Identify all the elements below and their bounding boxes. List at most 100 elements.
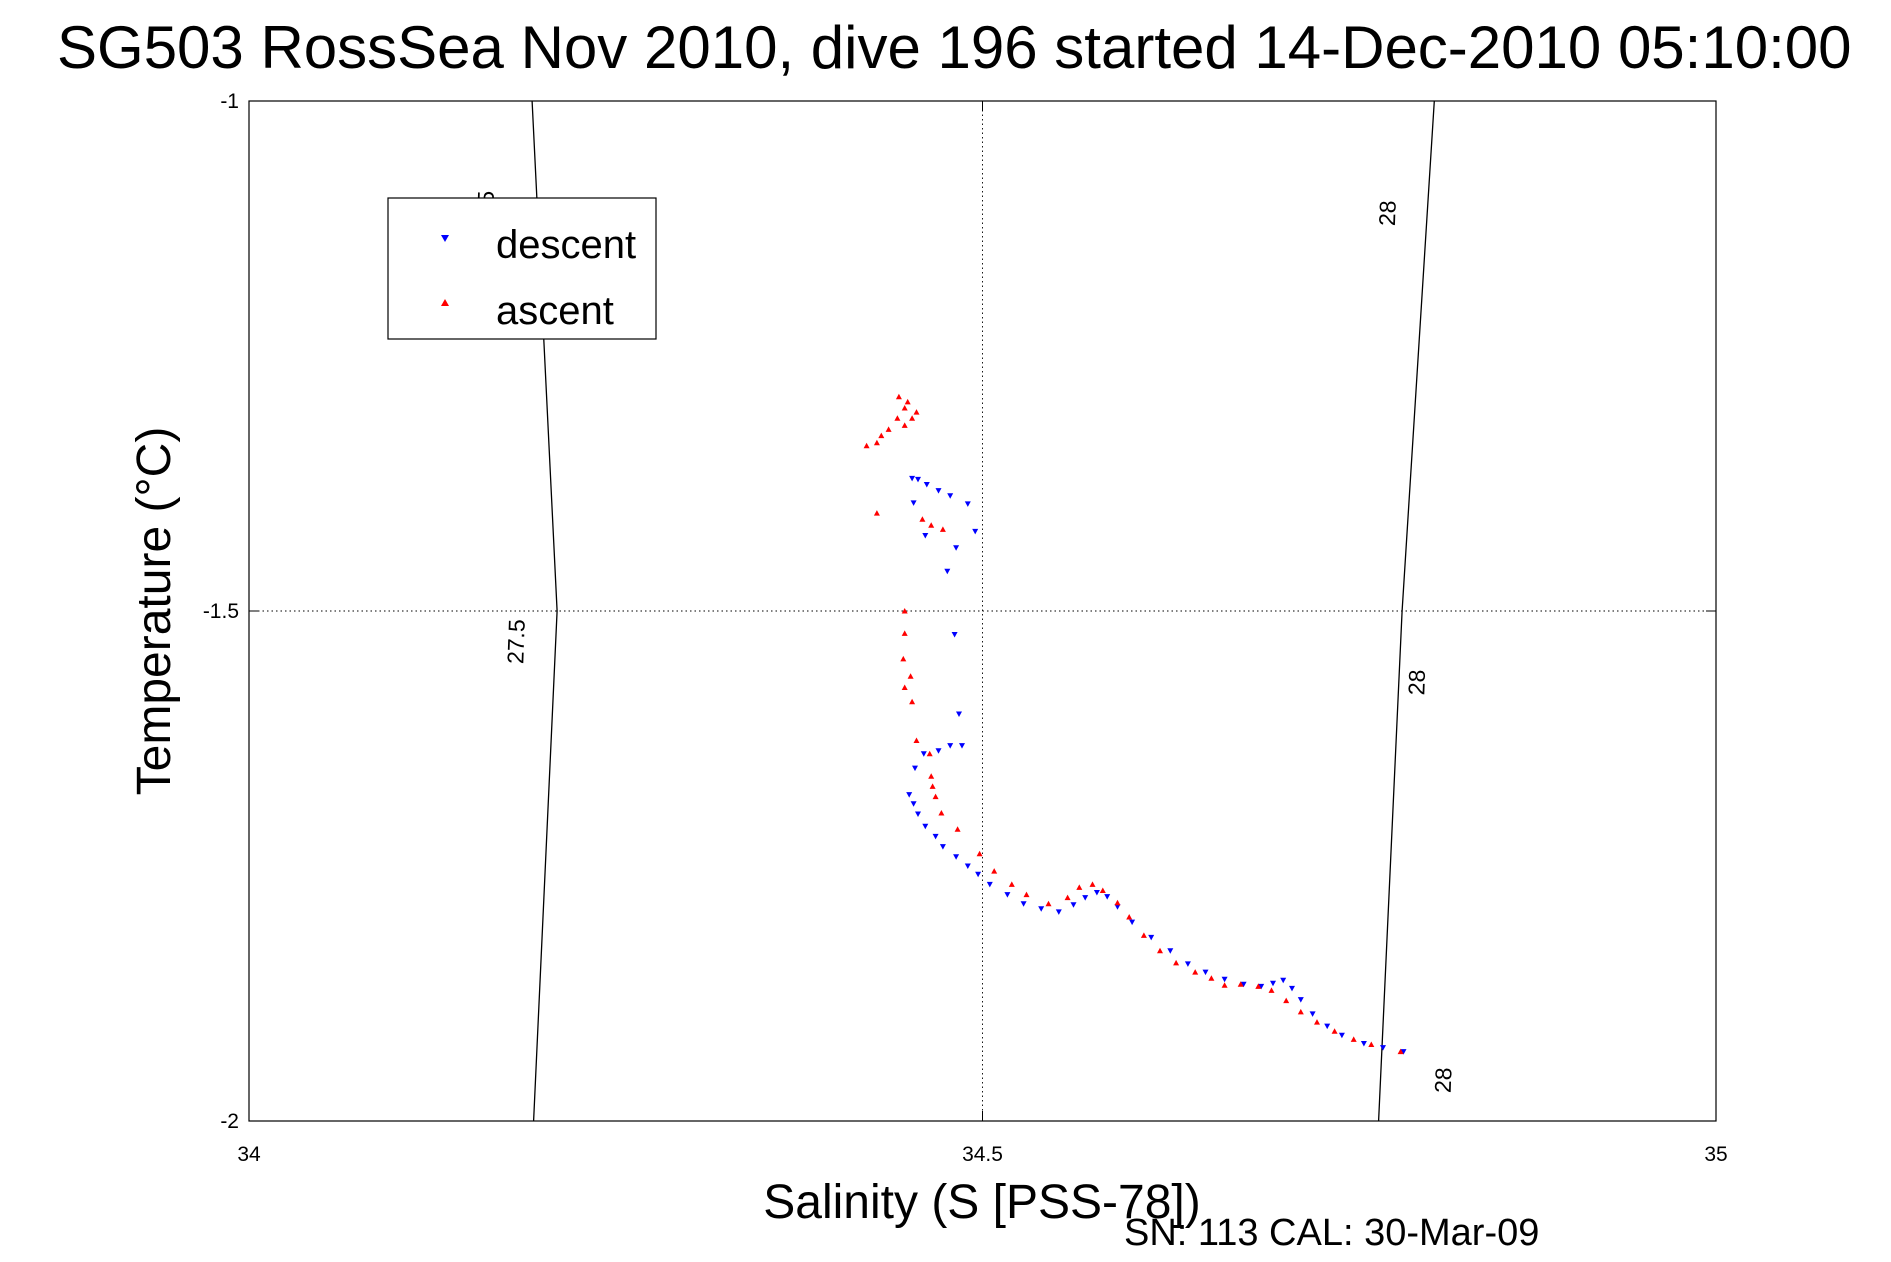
ascent-point bbox=[901, 422, 908, 428]
descent-point bbox=[1038, 906, 1045, 912]
ascent-point bbox=[901, 630, 908, 636]
ascent-point bbox=[1173, 959, 1180, 966]
descent-point bbox=[909, 475, 916, 482]
ascent-point bbox=[895, 393, 902, 400]
ascent-point bbox=[1140, 932, 1147, 938]
descent-point bbox=[912, 765, 918, 772]
ascent-point bbox=[1045, 900, 1052, 907]
ascent-point bbox=[929, 783, 936, 789]
ascent-point bbox=[926, 750, 933, 757]
ascent-point bbox=[932, 793, 939, 800]
ascent-point bbox=[1099, 887, 1106, 893]
descent-point bbox=[1240, 981, 1247, 988]
descent-point bbox=[1297, 997, 1304, 1003]
ascent-point bbox=[1283, 997, 1290, 1004]
x-axis-label: Salinity (S [PSS-78]) bbox=[763, 1176, 1200, 1229]
descent-point bbox=[964, 501, 971, 507]
x-tick-label-0: 34 bbox=[237, 1143, 261, 1166]
ascent-point bbox=[1237, 981, 1244, 987]
descent-point bbox=[920, 751, 927, 757]
ascent-point bbox=[901, 684, 908, 690]
ascent-point bbox=[1192, 969, 1199, 975]
isopycnal-label-bg bbox=[1432, 1054, 1455, 1107]
ascent-point bbox=[1350, 1036, 1357, 1042]
x-tick-label-1: 34.5 bbox=[962, 1143, 1003, 1166]
descent-point bbox=[906, 792, 913, 798]
descent-point bbox=[1167, 948, 1174, 954]
descent-point bbox=[956, 711, 962, 717]
descent-point bbox=[1400, 1049, 1407, 1055]
isopycnal-label-1-0: 28 bbox=[1374, 200, 1401, 226]
descent-point bbox=[1093, 890, 1100, 896]
series-descent bbox=[906, 475, 1407, 1055]
descent-point bbox=[1338, 1032, 1345, 1039]
ascent-point bbox=[1255, 983, 1262, 989]
ascent-point bbox=[1064, 894, 1071, 901]
isopycnal-label-bg bbox=[1405, 656, 1428, 709]
descent-point bbox=[986, 881, 993, 888]
data-points bbox=[863, 393, 1407, 1055]
descent-point bbox=[1104, 894, 1111, 900]
ascent-point bbox=[1126, 914, 1133, 920]
ascent-point bbox=[909, 698, 916, 705]
descent-point bbox=[1004, 892, 1011, 898]
descent-point bbox=[1258, 983, 1265, 990]
descent-point bbox=[939, 844, 946, 850]
ascent-point bbox=[901, 405, 908, 411]
ascent-point bbox=[894, 415, 901, 421]
legend-label-ascent: ascent bbox=[496, 289, 614, 333]
calibration-footer: SN: 113 CAL: 30-Mar-09 bbox=[1124, 1212, 1539, 1254]
ascent-point bbox=[901, 608, 908, 614]
ascent-point bbox=[1221, 982, 1228, 988]
descent-point bbox=[959, 743, 965, 749]
descent-point bbox=[947, 743, 954, 749]
ascent-point bbox=[878, 432, 885, 439]
ascent-point bbox=[873, 439, 880, 446]
ascent-point bbox=[873, 510, 880, 516]
legend-marker-ascent bbox=[441, 299, 449, 306]
ascent-point bbox=[928, 522, 935, 528]
descent-point bbox=[1202, 969, 1209, 976]
descent-point bbox=[932, 833, 939, 840]
ascent-point bbox=[939, 526, 946, 532]
isopycnal-label-bg bbox=[504, 615, 527, 668]
isopycnal-line-28 bbox=[1377, 100, 1435, 1122]
ascent-point bbox=[913, 409, 920, 415]
descent-point bbox=[915, 811, 921, 817]
y-axis-label: Temperature (°C) bbox=[128, 427, 181, 796]
ascent-point bbox=[1368, 1041, 1375, 1047]
ascent-point bbox=[1268, 987, 1275, 993]
descent-point bbox=[951, 632, 958, 638]
descent-point bbox=[1221, 976, 1228, 983]
isopycnal-label-1-2: 28 bbox=[1430, 1067, 1457, 1093]
descent-point bbox=[923, 482, 930, 488]
descent-point bbox=[922, 533, 929, 539]
descent-point bbox=[972, 528, 979, 535]
descent-point bbox=[910, 801, 917, 807]
descent-point bbox=[1020, 901, 1027, 907]
ascent-point bbox=[1314, 1019, 1320, 1025]
ascent-point bbox=[1297, 1008, 1304, 1015]
ascent-point bbox=[919, 516, 926, 522]
ascent-point bbox=[991, 868, 998, 874]
descent-point bbox=[944, 568, 951, 575]
ascent-point bbox=[907, 673, 914, 679]
isopycnal-label-1-1: 28 bbox=[1403, 669, 1430, 695]
ascent-point bbox=[976, 850, 983, 857]
ascent-point bbox=[954, 826, 961, 832]
descent-point bbox=[915, 476, 921, 483]
descent-point bbox=[947, 493, 954, 499]
y-tick-label-0: -1 bbox=[220, 90, 239, 113]
descent-point bbox=[953, 854, 960, 860]
descent-point bbox=[1148, 934, 1155, 941]
legend-label-descent: descent bbox=[496, 223, 636, 267]
descent-point bbox=[1380, 1045, 1386, 1051]
descent-point bbox=[935, 748, 942, 754]
descent-point bbox=[1280, 977, 1287, 984]
y-tick-label-1: -1.5 bbox=[203, 600, 239, 623]
ascent-point bbox=[863, 442, 870, 449]
descent-point bbox=[1114, 904, 1121, 910]
x-tick-label-2: 35 bbox=[1704, 1143, 1727, 1166]
descent-point bbox=[975, 871, 982, 878]
